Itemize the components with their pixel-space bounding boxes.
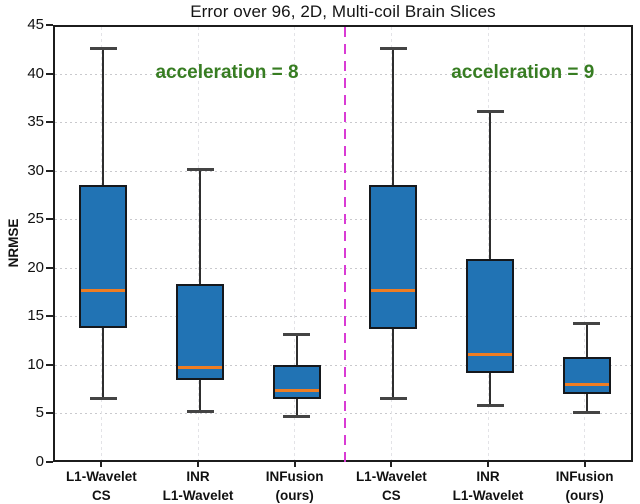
upper-whisker bbox=[489, 110, 491, 260]
box bbox=[272, 364, 321, 399]
y-tick-mark bbox=[46, 412, 53, 415]
median-line bbox=[81, 289, 126, 293]
box bbox=[562, 357, 611, 395]
y-tick-label: 20 bbox=[27, 258, 44, 276]
x-tick-label: INR L1-Wavelet bbox=[428, 467, 548, 504]
x-tick-mark bbox=[293, 462, 296, 467]
vertical-gridline bbox=[197, 27, 199, 460]
x-tick-label-line: INR bbox=[186, 469, 210, 484]
x-tick-mark bbox=[390, 462, 393, 467]
lower-whisker-cap bbox=[283, 415, 311, 419]
y-tick-mark bbox=[46, 266, 53, 269]
upper-whisker bbox=[392, 48, 395, 186]
x-tick-label-line: L1-Wavelet bbox=[162, 488, 234, 503]
lower-whisker-cap bbox=[89, 396, 117, 400]
median-line bbox=[564, 383, 609, 387]
horizontal-gridline bbox=[55, 413, 631, 415]
x-tick-label-line: INR bbox=[476, 469, 500, 484]
x-tick-label: L1-Wavelet CS bbox=[41, 467, 161, 504]
x-tick-label-line: (ours) bbox=[565, 488, 604, 503]
upper-whisker bbox=[295, 333, 298, 365]
lower-whisker bbox=[489, 372, 491, 405]
y-tick-mark bbox=[46, 169, 53, 172]
plot-area bbox=[53, 25, 633, 464]
vertical-gridline bbox=[487, 27, 489, 460]
y-tick-mark bbox=[46, 315, 53, 318]
x-tick-label-line: CS bbox=[381, 488, 401, 503]
x-tick-label-line: L1-Wavelet bbox=[355, 469, 427, 484]
y-tick-label: 0 bbox=[35, 453, 44, 470]
y-tick-label: 30 bbox=[27, 161, 44, 179]
y-tick-mark bbox=[46, 72, 53, 75]
chart-title: Error over 96, 2D, Multi-coil Brain Slic… bbox=[190, 2, 496, 21]
group-separator-line bbox=[344, 27, 346, 464]
y-axis-label: NRMSE bbox=[6, 218, 21, 268]
lower-whisker-cap bbox=[476, 403, 504, 407]
x-tick-mark bbox=[487, 462, 489, 467]
x-tick-label-line: (ours) bbox=[275, 488, 314, 503]
box bbox=[79, 185, 128, 329]
y-tick-label: 45 bbox=[27, 16, 44, 33]
vertical-gridline bbox=[294, 27, 296, 460]
y-tick-label: 5 bbox=[35, 404, 44, 422]
x-tick-label-line: L1-Wavelet bbox=[452, 488, 524, 503]
y-tick-mark bbox=[46, 121, 53, 124]
y-tick-label: 40 bbox=[27, 64, 44, 82]
lower-whisker bbox=[392, 329, 395, 398]
median-line bbox=[178, 365, 222, 369]
y-tick-mark bbox=[46, 461, 53, 463]
x-tick-label: INFusion (ours) bbox=[235, 467, 355, 504]
upper-whisker-cap bbox=[379, 47, 407, 51]
horizontal-gridline bbox=[55, 73, 631, 75]
x-tick-label-line: L1-Wavelet bbox=[65, 469, 137, 484]
upper-whisker-cap bbox=[186, 167, 214, 171]
lower-whisker-cap bbox=[379, 396, 407, 400]
upper-whisker-cap bbox=[89, 47, 117, 51]
lower-whisker-cap bbox=[573, 410, 601, 414]
upper-whisker bbox=[102, 48, 105, 186]
x-tick-label: L1-Wavelet CS bbox=[331, 467, 451, 504]
y-tick-mark bbox=[46, 24, 53, 26]
x-tick-label: INR L1-Wavelet bbox=[138, 467, 258, 504]
horizontal-gridline bbox=[55, 170, 631, 172]
x-tick-label: INFusion (ours) bbox=[525, 467, 640, 504]
box bbox=[176, 284, 224, 381]
group-annotation: acceleration = 9 bbox=[451, 61, 595, 83]
upper-whisker-cap bbox=[283, 332, 311, 336]
x-tick-label-line: INFusion bbox=[555, 469, 614, 484]
lower-whisker bbox=[199, 380, 201, 411]
x-tick-mark bbox=[583, 462, 586, 467]
upper-whisker bbox=[585, 323, 588, 358]
median-line bbox=[371, 289, 416, 293]
horizontal-gridline bbox=[55, 219, 631, 221]
horizontal-gridline bbox=[55, 267, 631, 269]
median-line bbox=[274, 389, 319, 393]
lower-whisker bbox=[295, 398, 298, 417]
x-tick-mark bbox=[197, 462, 199, 467]
x-tick-mark bbox=[100, 462, 103, 467]
lower-whisker bbox=[585, 394, 588, 412]
x-tick-label-line: INFusion bbox=[265, 469, 324, 484]
y-tick-label: 10 bbox=[27, 355, 44, 373]
median-line bbox=[468, 353, 512, 357]
horizontal-gridline bbox=[55, 122, 631, 124]
y-tick-mark bbox=[46, 218, 53, 221]
y-tick-label: 15 bbox=[27, 307, 44, 325]
y-tick-label: 35 bbox=[27, 113, 44, 131]
lower-whisker-cap bbox=[186, 409, 214, 413]
upper-whisker-cap bbox=[476, 109, 504, 113]
vertical-gridline bbox=[584, 27, 586, 460]
box bbox=[369, 185, 418, 329]
upper-whisker-cap bbox=[573, 322, 601, 326]
upper-whisker bbox=[199, 168, 201, 285]
horizontal-gridline bbox=[55, 364, 631, 366]
horizontal-gridline bbox=[55, 316, 631, 318]
y-tick-mark bbox=[46, 363, 53, 366]
y-tick-label: 25 bbox=[27, 210, 44, 228]
lower-whisker bbox=[102, 328, 105, 398]
x-tick-label-line: CS bbox=[91, 488, 111, 503]
group-annotation: acceleration = 8 bbox=[155, 61, 299, 83]
